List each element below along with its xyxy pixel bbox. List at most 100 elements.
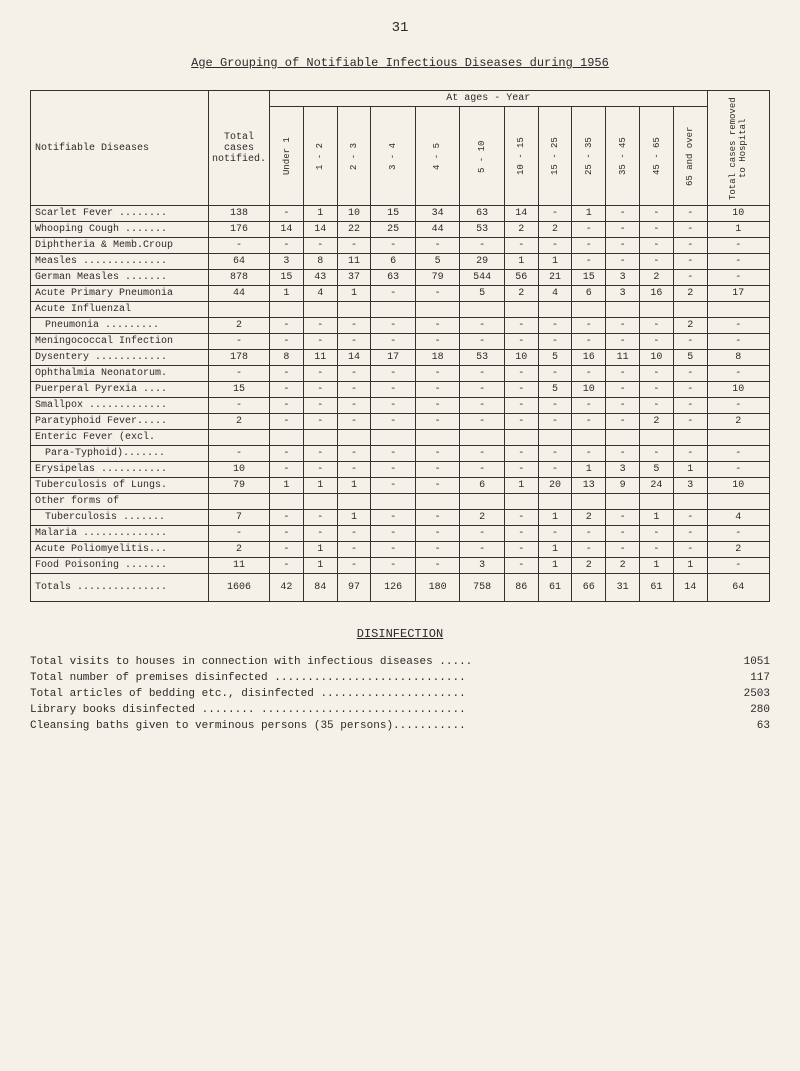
item-label: Library books disinfected ........ .....… — [30, 704, 466, 716]
cell: - — [640, 206, 674, 222]
cell: - — [504, 318, 538, 334]
table-row: Dysentery ............178811141718531051… — [31, 350, 770, 366]
cell: - — [606, 446, 640, 462]
cell: 11 — [337, 254, 371, 270]
cell: 37 — [337, 270, 371, 286]
cell: 4 — [303, 286, 337, 302]
cell — [606, 302, 640, 318]
cell: 2 — [673, 318, 707, 334]
cell: 64 — [209, 254, 270, 270]
cell: - — [640, 238, 674, 254]
cell: 63 — [460, 206, 504, 222]
cell: 17 — [707, 286, 769, 302]
cell: 11 — [606, 350, 640, 366]
cell: - — [371, 526, 415, 542]
cell: - — [270, 462, 304, 478]
disease-name: Other forms of — [31, 494, 209, 510]
cell: - — [371, 318, 415, 334]
cell: 5 — [673, 350, 707, 366]
cell: - — [572, 526, 606, 542]
cell: 6 — [460, 478, 504, 494]
cell: - — [415, 462, 459, 478]
cell — [415, 494, 459, 510]
cell: - — [606, 510, 640, 526]
cell: - — [673, 366, 707, 382]
disease-name: German Measles ....... — [31, 270, 209, 286]
cell: 14 — [303, 222, 337, 238]
cell — [270, 494, 304, 510]
cell: 1 — [270, 286, 304, 302]
table-row: Malaria ..............-------------- — [31, 526, 770, 542]
cell: - — [572, 366, 606, 382]
cell: 6 — [371, 254, 415, 270]
cell — [572, 494, 606, 510]
cell: 15 — [270, 270, 304, 286]
totals-cell: 86 — [504, 574, 538, 602]
cell: - — [673, 222, 707, 238]
cell: 1 — [337, 286, 371, 302]
cell: - — [415, 526, 459, 542]
cell: - — [707, 270, 769, 286]
cell: 3 — [606, 270, 640, 286]
header-total-cases: Total cases notified. — [209, 91, 270, 206]
cell: - — [270, 558, 304, 574]
cell: - — [606, 318, 640, 334]
table-row: Erysipelas ...........10--------1351- — [31, 462, 770, 478]
cell — [371, 430, 415, 446]
cell: 24 — [640, 478, 674, 494]
cell: - — [504, 414, 538, 430]
cell: - — [606, 334, 640, 350]
cell: - — [270, 366, 304, 382]
totals-cell: 42 — [270, 574, 304, 602]
cell: 6 — [572, 286, 606, 302]
table-row: Acute Poliomyelitis...2-1-----1----2 — [31, 542, 770, 558]
cell: - — [371, 446, 415, 462]
cell: - — [673, 542, 707, 558]
cell: 10 — [707, 382, 769, 398]
cell: 15 — [371, 206, 415, 222]
cell: - — [270, 238, 304, 254]
cell: - — [270, 414, 304, 430]
cell: - — [606, 398, 640, 414]
cell: - — [673, 446, 707, 462]
disease-table: Notifiable Diseases Total cases notified… — [30, 90, 770, 602]
cell: - — [673, 238, 707, 254]
cell: - — [673, 270, 707, 286]
cell: 1 — [337, 510, 371, 526]
cell: 10 — [572, 382, 606, 398]
cell: - — [504, 334, 538, 350]
disease-name: Measles .............. — [31, 254, 209, 270]
cell: - — [606, 542, 640, 558]
disease-name: Malaria .............. — [31, 526, 209, 542]
cell: - — [270, 446, 304, 462]
cell: - — [640, 254, 674, 270]
cell: 1 — [303, 478, 337, 494]
table-row: Diphtheria & Memb.Croup-------------- — [31, 238, 770, 254]
cell: - — [337, 366, 371, 382]
cell — [504, 494, 538, 510]
cell: 5 — [415, 254, 459, 270]
totals-cell: 180 — [415, 574, 459, 602]
cell: 15 — [572, 270, 606, 286]
age-col: 65 and over — [673, 107, 707, 206]
cell: 5 — [538, 382, 572, 398]
cell: 10 — [337, 206, 371, 222]
cell: - — [606, 366, 640, 382]
age-col: 2 - 3 — [337, 107, 371, 206]
cell: - — [538, 366, 572, 382]
disease-name: Tuberculosis ....... — [31, 510, 209, 526]
table-row: Acute Influenzal — [31, 302, 770, 318]
cell — [303, 302, 337, 318]
totals-cell: 758 — [460, 574, 504, 602]
cell: 1 — [673, 558, 707, 574]
cell: - — [504, 542, 538, 558]
cell: - — [707, 254, 769, 270]
cell: - — [538, 398, 572, 414]
age-col: 25 - 35 — [572, 107, 606, 206]
cell: - — [371, 382, 415, 398]
cell — [640, 302, 674, 318]
cell — [538, 494, 572, 510]
disease-name: Whooping Cough ....... — [31, 222, 209, 238]
cell: - — [572, 222, 606, 238]
table-row: German Measles .......878154337637954456… — [31, 270, 770, 286]
